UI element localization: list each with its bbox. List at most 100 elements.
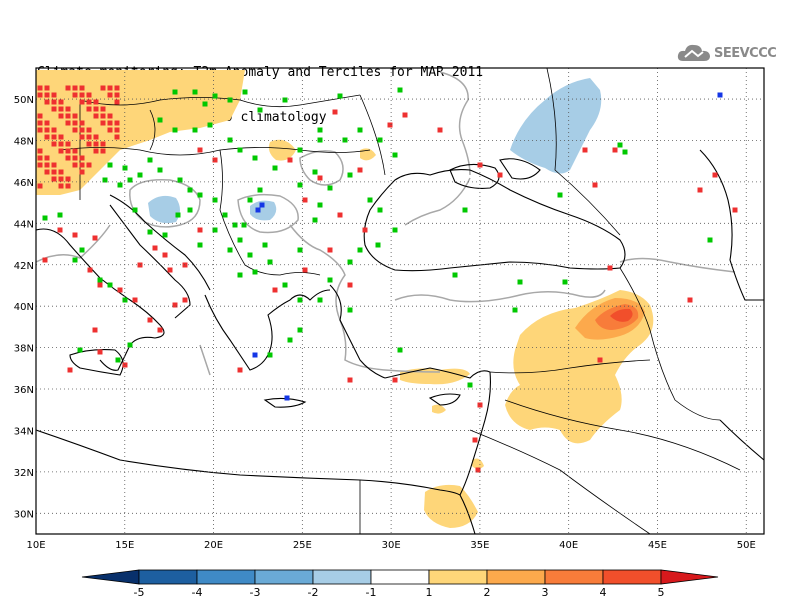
station-marker [617,142,623,148]
colorbar-arrow-right [660,569,719,585]
station-marker [93,99,99,105]
station-marker [37,183,43,189]
station-marker [79,169,85,175]
station-marker [377,207,383,213]
station-marker [172,89,178,95]
station-marker [58,169,64,175]
station-marker [475,467,481,473]
lon-tick-label: 35E [470,540,489,551]
station-marker [392,152,398,158]
station-marker [65,148,71,154]
station-marker [197,242,203,248]
station-marker [267,259,273,265]
colorbar-arrow-left [81,569,140,585]
station-marker [317,202,323,208]
station-marker [44,162,50,168]
colorbar-label: -3 [250,586,261,599]
station-marker [157,167,163,173]
lon-tick-label: 25E [293,540,312,551]
station-marker [100,85,106,91]
station-marker [51,169,57,175]
station-marker [397,87,403,93]
station-marker [57,227,63,233]
station-marker [297,182,303,188]
station-marker [86,106,92,112]
station-marker [51,134,57,140]
station-marker [212,197,218,203]
station-marker [562,279,568,285]
station-marker [79,155,85,161]
colorbar-swatch [138,569,198,585]
station-marker [100,120,106,126]
station-marker [79,127,85,133]
warm-anomaly-spot-romania [268,139,296,161]
station-marker [51,99,57,105]
lat-tick-label: 40N [14,302,34,313]
station-marker [93,106,99,112]
lat-tick-label: 34N [14,426,34,437]
station-marker [157,327,163,333]
station-marker [114,92,120,98]
station-marker [58,183,64,189]
station-marker [297,327,303,333]
station-marker [132,207,138,213]
station-marker [114,85,120,91]
station-marker [44,120,50,126]
station-marker [177,177,183,183]
station-marker [222,212,228,218]
station-marker [77,347,83,353]
station-marker [42,215,48,221]
station-marker [327,185,333,191]
station-marker [102,177,108,183]
station-marker [237,237,243,243]
station-marker [72,120,78,126]
station-marker [117,182,123,188]
station-marker [44,169,50,175]
station-marker [44,155,50,161]
station-marker [51,127,57,133]
warm-anomaly-sinai [424,484,478,528]
colorbar-swatch [486,569,546,585]
station-marker [147,317,153,323]
station-marker [197,192,203,198]
border-countries-4 [359,94,386,176]
station-marker [107,113,113,119]
station-marker [212,93,218,99]
warm-anomaly-small [472,458,484,469]
station-marker [79,134,85,140]
warm-anomaly-red [610,308,633,322]
colorbar-label: -5 [134,586,145,599]
lon-tick-label: 20E [204,540,223,551]
station-marker [707,237,713,243]
station-marker [51,162,57,168]
station-marker [317,127,323,133]
colorbar-swatch [428,569,488,585]
lat-tick-label: 32N [14,468,34,479]
station-marker [227,247,233,253]
station-marker [79,120,85,126]
station-marker [252,269,258,275]
tercile-markers [37,85,738,473]
station-marker [107,85,113,91]
station-marker [297,147,303,153]
coast-aegean-turkey [329,284,386,379]
latitude-labels: 30N 32N 34N 36N 38N 40N 42N 44N 46N 48N 50N [14,95,34,520]
station-marker [197,227,203,233]
station-marker [58,106,64,112]
station-marker [37,155,43,161]
station-marker [397,347,403,353]
station-marker [312,169,318,175]
station-marker [42,257,48,263]
station-marker [172,127,178,133]
station-marker [297,297,303,303]
station-marker [152,245,158,251]
station-marker [86,99,92,105]
station-marker [65,85,71,91]
station-marker [252,155,258,161]
station-marker [392,377,398,383]
station-marker [697,187,703,193]
border-countries-1 [79,94,361,108]
station-marker [44,85,50,91]
station-marker [167,267,173,273]
lon-tick-label: 40E [559,540,578,551]
